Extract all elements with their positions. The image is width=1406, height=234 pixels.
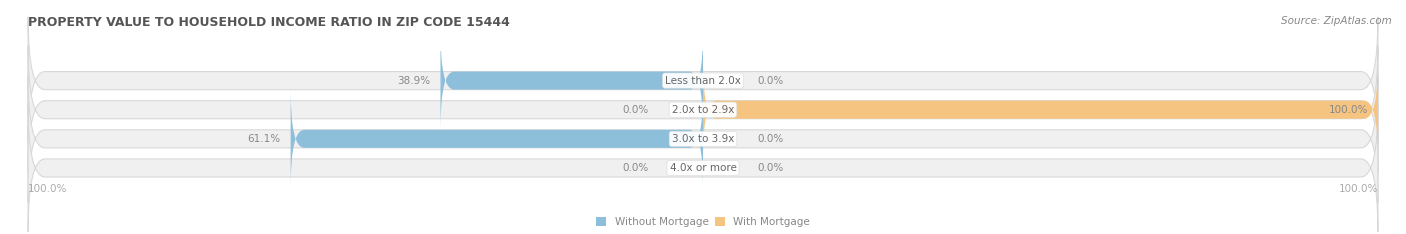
FancyBboxPatch shape — [28, 17, 1378, 144]
Text: 0.0%: 0.0% — [756, 134, 783, 144]
Text: 0.0%: 0.0% — [756, 76, 783, 86]
FancyBboxPatch shape — [440, 31, 703, 130]
FancyBboxPatch shape — [28, 46, 1378, 173]
Text: Less than 2.0x: Less than 2.0x — [665, 76, 741, 86]
FancyBboxPatch shape — [291, 90, 703, 188]
Text: 38.9%: 38.9% — [398, 76, 430, 86]
Text: 4.0x or more: 4.0x or more — [669, 163, 737, 173]
Text: 100.0%: 100.0% — [1329, 105, 1368, 115]
Text: 0.0%: 0.0% — [623, 163, 650, 173]
FancyBboxPatch shape — [28, 104, 1378, 232]
FancyBboxPatch shape — [703, 61, 1378, 159]
Text: 3.0x to 3.9x: 3.0x to 3.9x — [672, 134, 734, 144]
Legend: Without Mortgage, With Mortgage: Without Mortgage, With Mortgage — [596, 217, 810, 227]
Text: 100.0%: 100.0% — [28, 184, 67, 194]
Text: 100.0%: 100.0% — [1339, 184, 1378, 194]
Text: 61.1%: 61.1% — [247, 134, 281, 144]
Text: 0.0%: 0.0% — [623, 105, 650, 115]
Text: 2.0x to 2.9x: 2.0x to 2.9x — [672, 105, 734, 115]
Text: 0.0%: 0.0% — [756, 163, 783, 173]
Text: PROPERTY VALUE TO HOUSEHOLD INCOME RATIO IN ZIP CODE 15444: PROPERTY VALUE TO HOUSEHOLD INCOME RATIO… — [28, 16, 510, 29]
FancyBboxPatch shape — [28, 75, 1378, 203]
Text: Source: ZipAtlas.com: Source: ZipAtlas.com — [1281, 16, 1392, 26]
